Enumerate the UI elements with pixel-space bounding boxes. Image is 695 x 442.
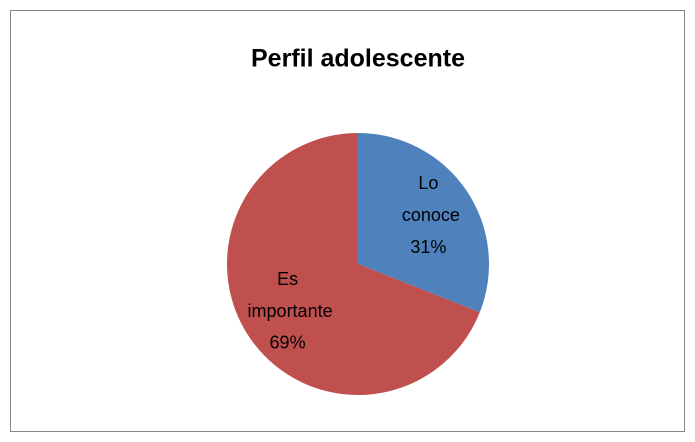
pie-slice	[358, 133, 490, 313]
slice-category-label: Es importante	[243, 269, 333, 321]
slice-category-label: Lo conoce	[397, 173, 460, 225]
chart-title: Perfil adolescente	[251, 45, 465, 73]
pie-slice	[227, 133, 480, 395]
slice-value-label: 31%	[410, 237, 446, 257]
slice-value-label: 69%	[270, 333, 306, 353]
